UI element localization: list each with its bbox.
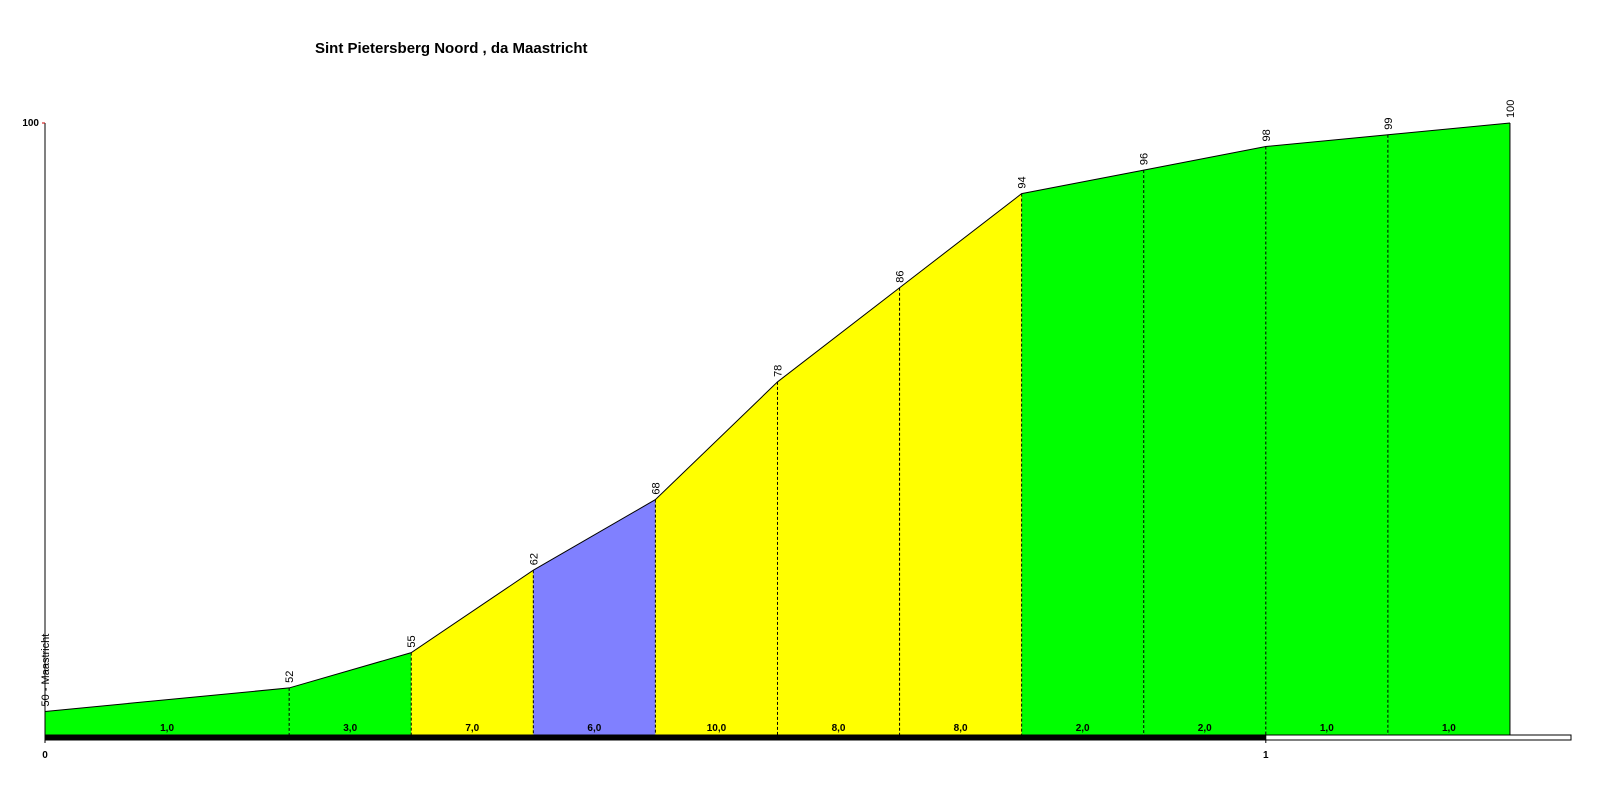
segment-area (1265, 134, 1388, 735)
gradient-label: 7,0 (465, 723, 479, 734)
profile-line (44, 122, 1511, 712)
gradient-label: 8,0 (954, 723, 968, 734)
elevation-label: 100 (1505, 100, 1517, 118)
elevation-label: 55 (406, 635, 418, 647)
x-tick-label: 1 (1263, 750, 1269, 761)
elevation-label: 50 - Maastricht (40, 634, 52, 707)
elevation-label: 96 (1139, 153, 1151, 165)
elevation-label: 62 (528, 553, 540, 565)
x-tick-label: 0 (42, 750, 48, 761)
gradient-label: 1,0 (160, 723, 174, 734)
gradient-label: 10,0 (707, 723, 727, 734)
segment-area (411, 570, 534, 735)
elevation-label: 78 (772, 365, 784, 377)
segment-area (533, 499, 656, 735)
x-axis-bar-fill (45, 735, 1266, 740)
elevation-label: 86 (895, 271, 907, 283)
segment-area (899, 193, 1022, 736)
segment-area (655, 381, 778, 735)
gradient-label: 6,0 (587, 723, 601, 734)
segment-area (45, 687, 290, 735)
y-tick-label: 100 (22, 118, 39, 129)
segment-area (777, 287, 900, 735)
gradient-label: 1,0 (1320, 723, 1334, 734)
elevation-label: 99 (1383, 118, 1395, 130)
elevation-label: 94 (1017, 176, 1029, 188)
gradient-label: 2,0 (1198, 723, 1212, 734)
gradient-label: 3,0 (343, 723, 357, 734)
gradient-label: 1,0 (1442, 723, 1456, 734)
chart-title: Sint Pietersberg Noord , da Maastricht (315, 40, 588, 57)
segment-area (289, 652, 412, 735)
elevation-label: 52 (284, 671, 296, 683)
gradient-label: 8,0 (832, 723, 846, 734)
segment-area (1387, 123, 1510, 735)
gradient-label: 2,0 (1076, 723, 1090, 734)
elevation-label: 98 (1261, 129, 1273, 141)
segment-area (1143, 146, 1266, 736)
elevation-label: 68 (650, 482, 662, 494)
segment-area (1021, 170, 1144, 736)
